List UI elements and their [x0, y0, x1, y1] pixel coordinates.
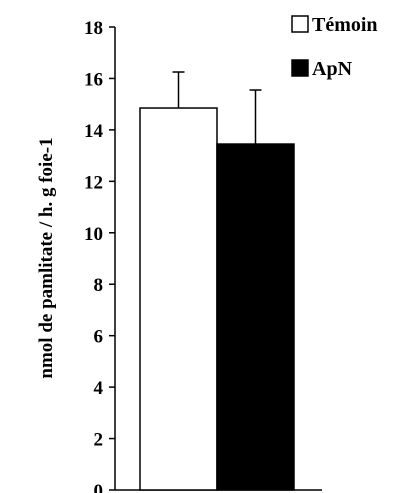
- y-tick-label: 6: [94, 327, 104, 348]
- legend-swatch: [291, 15, 309, 33]
- y-tick-label: 10: [84, 224, 103, 245]
- y-tick-label: 4: [94, 378, 104, 399]
- y-axis-title: nmol de pamlitate / h. g foie-1: [36, 137, 57, 378]
- y-tick-label: 12: [84, 172, 103, 193]
- y-ticks: 0 2 4 6 8 10 12 14 16 18: [84, 18, 115, 493]
- bar: [216, 143, 295, 491]
- y-tick-label: 14: [84, 121, 104, 142]
- bars: [139, 71, 295, 491]
- bar: [139, 107, 218, 491]
- legend-label: Témoin: [312, 14, 378, 36]
- legend: Témoin ApN: [291, 14, 378, 80]
- y-tick-label: 0: [94, 481, 104, 493]
- y-tick-label: 16: [84, 69, 103, 90]
- legend-swatch: [291, 59, 309, 77]
- legend-label: ApN: [312, 58, 353, 80]
- y-tick-label: 2: [94, 430, 104, 451]
- y-tick-label: 8: [94, 275, 104, 296]
- y-tick-label: 18: [84, 18, 103, 39]
